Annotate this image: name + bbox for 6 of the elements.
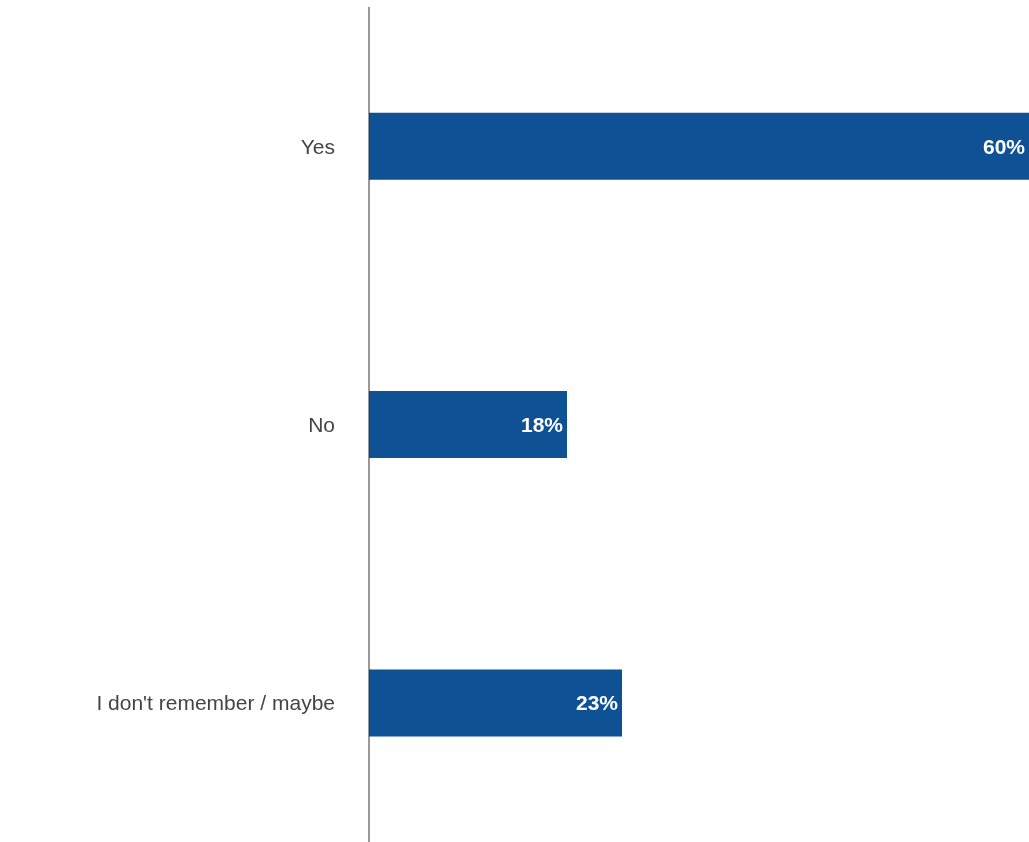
y-tick-label: I don't remember / maybe: [96, 691, 335, 715]
data-label: 18%: [520, 413, 564, 437]
data-label: 23%: [575, 691, 619, 715]
y-tick-label: Yes: [300, 134, 335, 158]
data-label: 60%: [982, 134, 1026, 158]
y-tick-label: No: [308, 412, 335, 436]
